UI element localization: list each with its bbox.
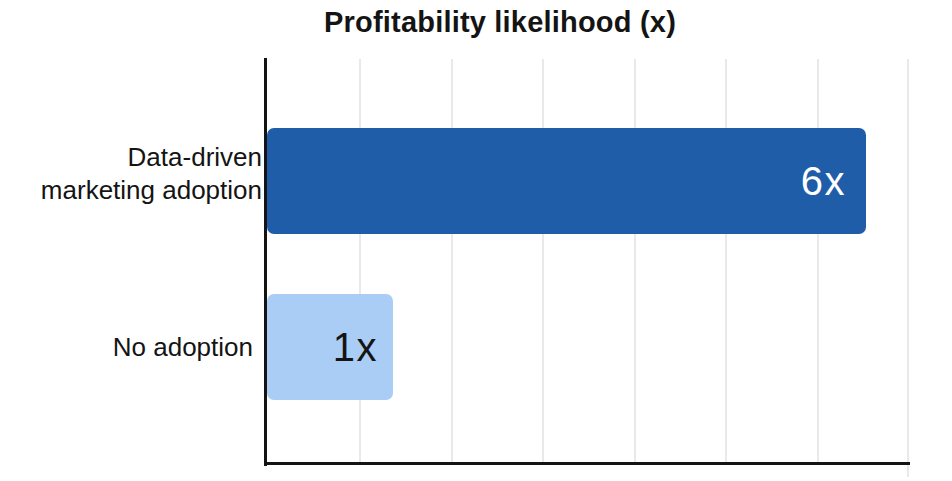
bar-no-adoption: 1x [267,294,393,400]
category-label-data-driven-marketing-adoption: Data-driven marketing adoption [41,141,262,207]
bar-chart: Profitability likelihood (x) 6x 1x Data-… [0,0,952,481]
category-label-line: Data-driven [41,141,262,174]
chart-title: Profitability likelihood (x) [48,6,952,39]
gridline [725,59,727,464]
gridline [817,59,819,464]
bar-data-driven-marketing-adoption: 6x [267,128,866,234]
gridline [634,59,636,464]
category-label-no-adoption: No adoption [113,331,253,364]
gridline [907,59,909,477]
gridline [542,59,544,464]
x-axis-line [264,462,910,465]
bar-value-label: 1x [333,325,378,370]
category-label-line: marketing adoption [41,174,262,207]
gridline [451,59,453,464]
bar-value-label: 6x [801,159,846,204]
y-axis-line [264,58,267,466]
plot-area [266,59,909,464]
gridline [359,59,361,464]
